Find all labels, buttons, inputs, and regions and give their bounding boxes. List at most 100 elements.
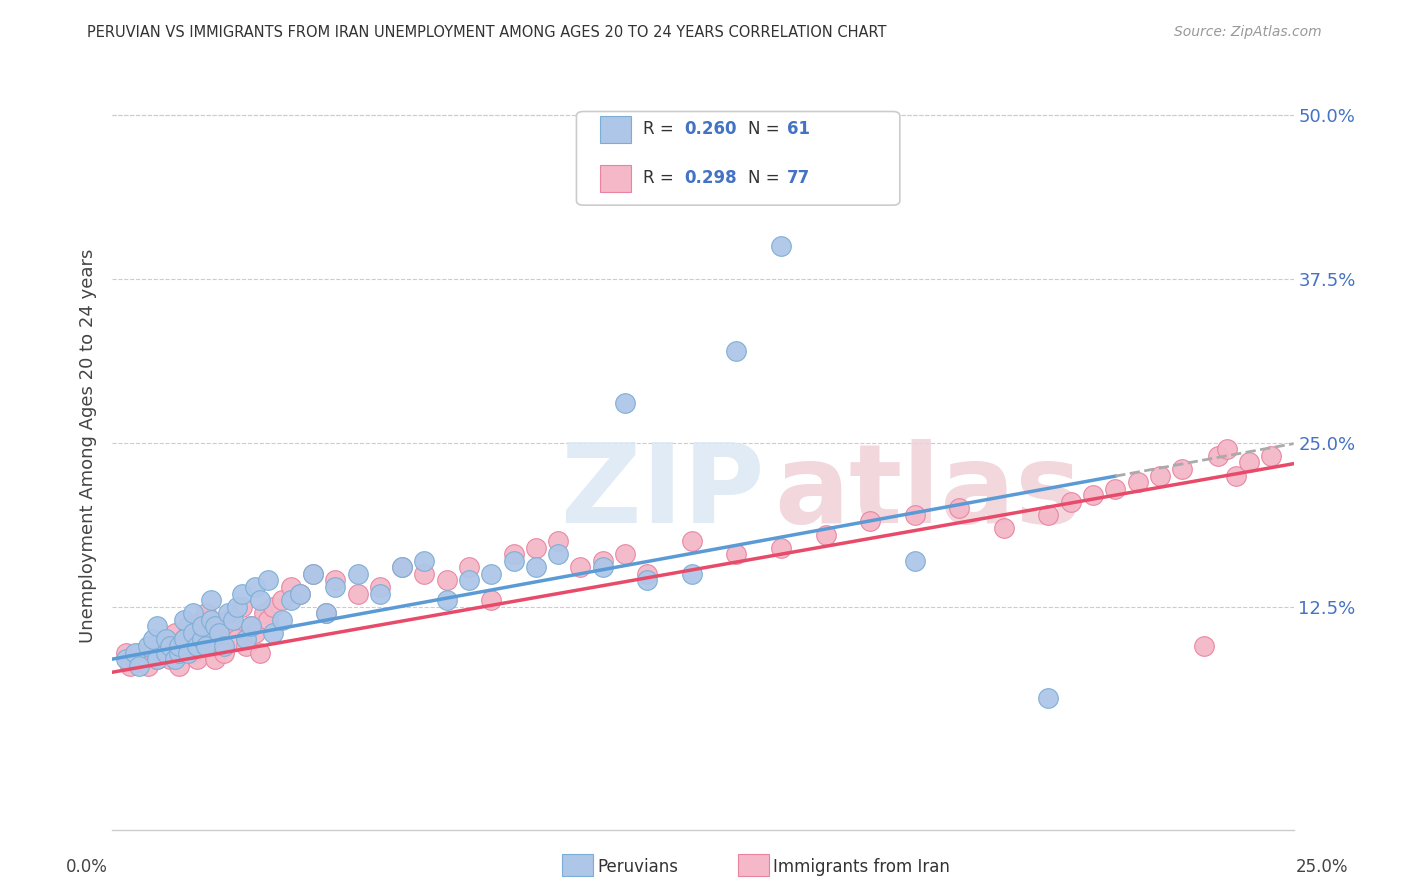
Point — [592, 560, 614, 574]
Point — [413, 566, 436, 581]
Point — [181, 606, 204, 620]
Point — [458, 574, 481, 588]
Point — [346, 586, 368, 600]
Point — [288, 586, 311, 600]
Point — [502, 554, 524, 568]
Point — [859, 515, 882, 529]
Text: 61: 61 — [787, 120, 810, 138]
Point — [547, 534, 569, 549]
Text: Source: ZipAtlas.com: Source: ZipAtlas.com — [1174, 25, 1322, 39]
Text: N =: N = — [748, 120, 785, 138]
Point — [769, 239, 792, 253]
Point — [1060, 494, 1083, 508]
Point — [323, 574, 346, 588]
Point — [280, 580, 302, 594]
Point — [115, 652, 138, 666]
Point — [155, 646, 177, 660]
Point — [128, 646, 150, 660]
Point — [479, 593, 502, 607]
Point — [173, 632, 195, 647]
Point — [169, 658, 191, 673]
Point — [195, 606, 218, 620]
Point — [1171, 462, 1194, 476]
Point — [249, 646, 271, 660]
Point — [181, 639, 204, 653]
Point — [208, 625, 231, 640]
Point — [243, 625, 266, 640]
Point — [547, 547, 569, 561]
Point — [190, 632, 212, 647]
Text: Peruvians: Peruvians — [598, 858, 679, 876]
Point — [315, 606, 337, 620]
Point — [1038, 691, 1060, 706]
Point — [146, 619, 169, 633]
Point — [1206, 449, 1229, 463]
Point — [181, 646, 204, 660]
Point — [614, 396, 637, 410]
Point — [142, 639, 165, 653]
Point — [302, 566, 325, 581]
Point — [190, 619, 212, 633]
Point — [993, 521, 1015, 535]
Text: 0.298: 0.298 — [685, 169, 737, 187]
Point — [243, 580, 266, 594]
Point — [155, 632, 177, 647]
Point — [190, 613, 212, 627]
Y-axis label: Unemployment Among Ages 20 to 24 years: Unemployment Among Ages 20 to 24 years — [79, 249, 97, 643]
Point — [413, 554, 436, 568]
Point — [315, 606, 337, 620]
Point — [142, 632, 165, 647]
Point — [169, 646, 191, 660]
Point — [368, 580, 391, 594]
Point — [904, 508, 927, 522]
Point — [1194, 639, 1216, 653]
Point — [120, 658, 142, 673]
Point — [636, 574, 658, 588]
Point — [368, 586, 391, 600]
Point — [1260, 449, 1282, 463]
Point — [200, 639, 222, 653]
Point — [212, 646, 235, 660]
Point — [155, 646, 177, 660]
Point — [280, 593, 302, 607]
Point — [136, 658, 159, 673]
Point — [391, 560, 413, 574]
Point — [173, 613, 195, 627]
Point — [253, 606, 276, 620]
Text: R =: R = — [643, 120, 679, 138]
Point — [725, 547, 748, 561]
Point — [226, 599, 249, 614]
Point — [249, 593, 271, 607]
Point — [270, 593, 292, 607]
Point — [681, 566, 703, 581]
Point — [239, 619, 262, 633]
Text: atlas: atlas — [773, 439, 1081, 546]
Point — [592, 554, 614, 568]
Point — [200, 593, 222, 607]
Point — [1081, 488, 1104, 502]
Point — [262, 599, 284, 614]
Point — [163, 652, 186, 666]
Point — [150, 639, 173, 653]
Point — [212, 639, 235, 653]
Point — [195, 639, 218, 653]
Text: R =: R = — [643, 169, 679, 187]
Point — [436, 574, 458, 588]
Point — [302, 566, 325, 581]
Point — [1038, 508, 1060, 522]
Text: 25.0%: 25.0% — [1295, 858, 1348, 876]
Point — [204, 619, 226, 633]
Point — [904, 554, 927, 568]
Point — [136, 639, 159, 653]
Point — [124, 646, 146, 660]
Point — [235, 632, 257, 647]
Point — [186, 652, 208, 666]
Point — [159, 652, 181, 666]
Point — [128, 658, 150, 673]
Point — [524, 560, 547, 574]
Point — [524, 541, 547, 555]
Point — [200, 613, 222, 627]
Point — [186, 639, 208, 653]
Point — [226, 632, 249, 647]
Point — [208, 625, 231, 640]
